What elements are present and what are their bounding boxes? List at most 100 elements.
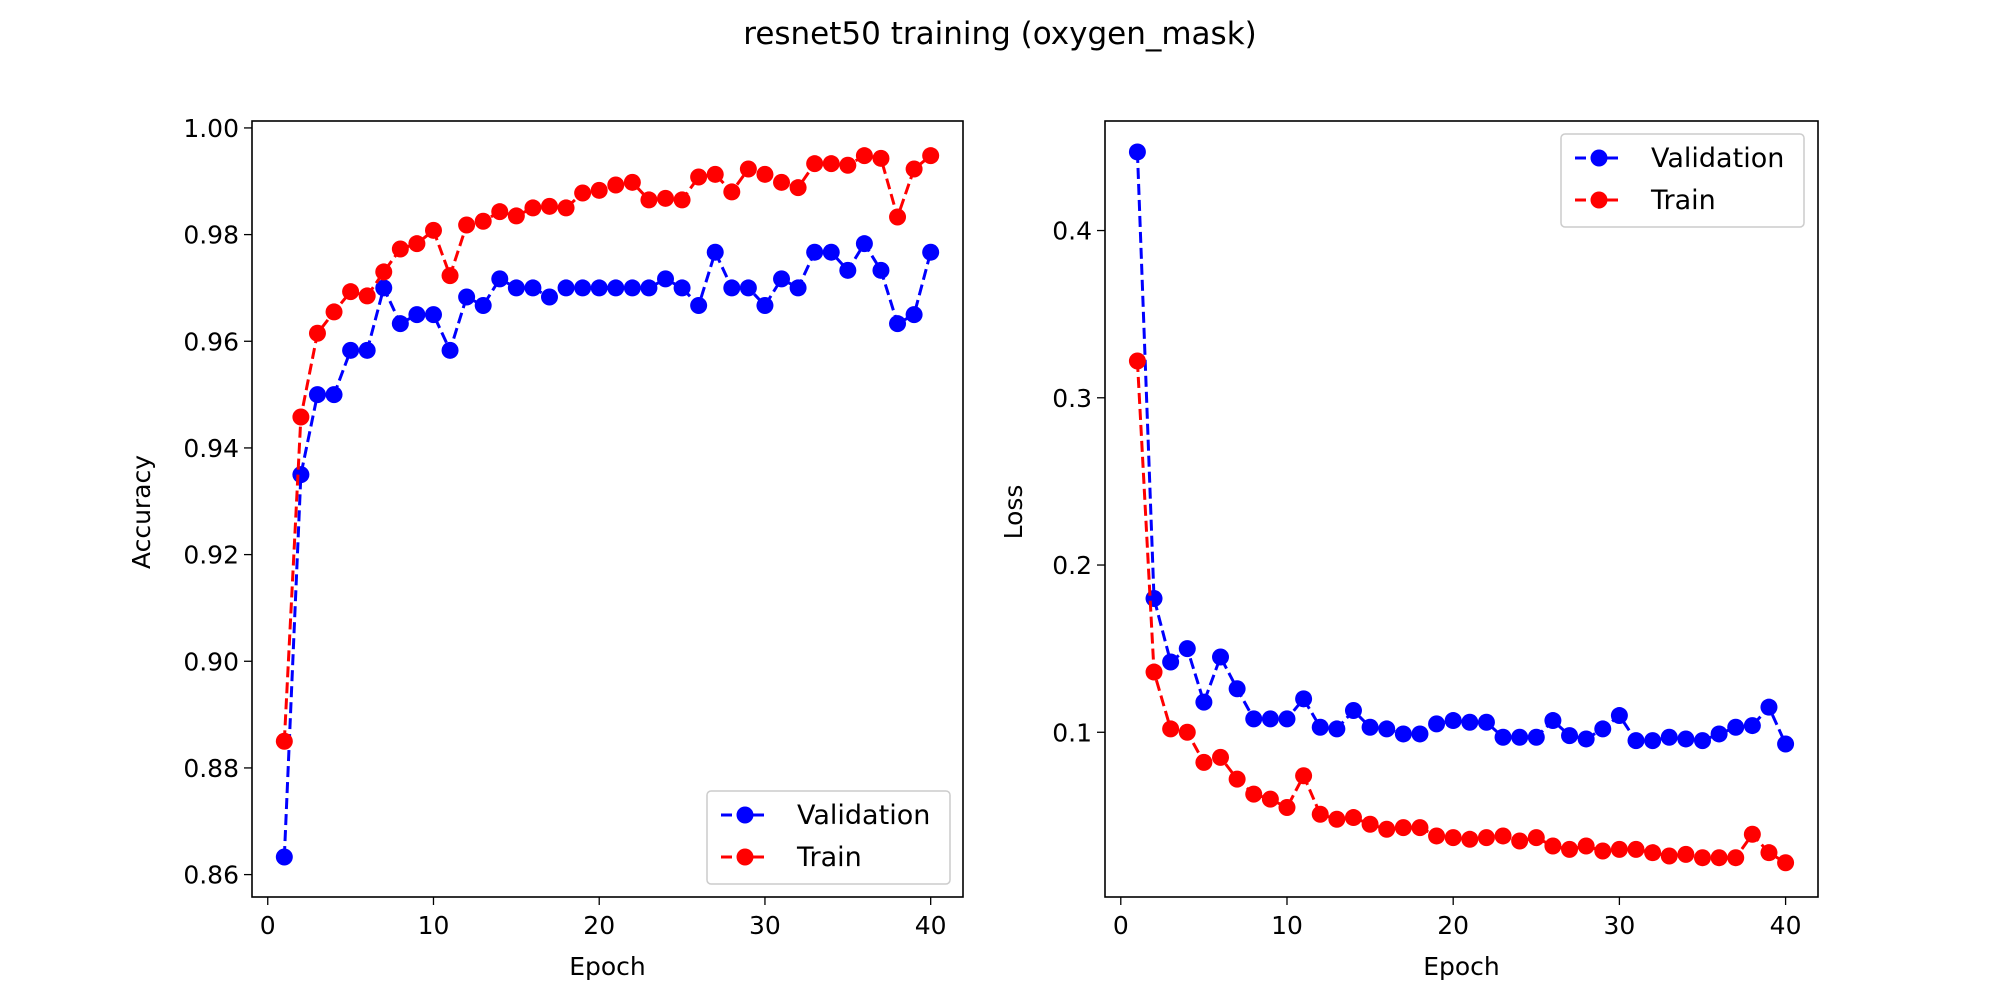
loss-train-point bbox=[1128, 352, 1146, 370]
accuracy-subplot: Epoch Accuracy 0 10 20 30 40 0.86 0.88 0.90 0.92… bbox=[127, 114, 964, 981]
loss-y-tick-label: 0.2 bbox=[1052, 551, 1092, 580]
loss-validation-point bbox=[1295, 690, 1313, 708]
accuracy-train-point bbox=[889, 208, 907, 226]
accuracy-y-tick-label: 1.00 bbox=[183, 114, 239, 143]
loss-train-point bbox=[1394, 819, 1412, 837]
accuracy-validation-point bbox=[623, 279, 641, 297]
loss-train-point bbox=[1727, 849, 1745, 867]
accuracy-legend-validation-marker bbox=[736, 806, 754, 824]
accuracy-train-point bbox=[408, 235, 426, 253]
accuracy-validation-point bbox=[325, 386, 343, 404]
loss-validation-point bbox=[1378, 720, 1396, 738]
loss-legend-validation-label: Validation bbox=[1651, 143, 1784, 174]
accuracy-y-tick-label: 0.96 bbox=[183, 327, 239, 356]
accuracy-train-point bbox=[325, 303, 343, 321]
accuracy-train-point bbox=[673, 191, 691, 209]
accuracy-validation-point bbox=[441, 341, 459, 359]
accuracy-train-point bbox=[391, 240, 409, 258]
loss-legend-train-marker bbox=[1590, 191, 1608, 209]
accuracy-validation-point bbox=[773, 270, 791, 288]
accuracy-train-point bbox=[474, 212, 492, 230]
loss-validation-point bbox=[1477, 713, 1495, 731]
accuracy-train-point bbox=[640, 191, 658, 209]
accuracy-legend-validation-label: Validation bbox=[797, 800, 930, 831]
accuracy-y-tick-label: 0.98 bbox=[183, 221, 239, 250]
accuracy-validation-point bbox=[640, 279, 658, 297]
loss-validation-point bbox=[1128, 143, 1146, 161]
loss-train-point bbox=[1777, 854, 1795, 872]
accuracy-train-point bbox=[623, 173, 641, 191]
accuracy-y-tick-label: 0.88 bbox=[183, 754, 239, 783]
loss-x-axis-label: Epoch bbox=[1423, 952, 1500, 981]
loss-train-point bbox=[1162, 720, 1180, 738]
loss-subplot: Epoch Loss 0 10 20 30 40 0.1 0.2 0.3 0.4 Validati… bbox=[999, 120, 1819, 981]
loss-x-tick-label: 0 bbox=[1113, 911, 1129, 940]
accuracy-legend-box bbox=[706, 790, 951, 885]
loss-x-tick-label: 30 bbox=[1603, 911, 1635, 940]
loss-validation-point bbox=[1760, 698, 1778, 716]
accuracy-y-tick-label: 0.90 bbox=[183, 647, 239, 676]
loss-validation-point bbox=[1411, 725, 1429, 743]
accuracy-train-point bbox=[690, 168, 708, 186]
accuracy-validation-point bbox=[275, 848, 293, 866]
loss-train-point bbox=[1228, 770, 1246, 788]
accuracy-train-point bbox=[773, 173, 791, 191]
loss-train-point bbox=[1644, 844, 1662, 862]
loss-train-point bbox=[1577, 837, 1595, 855]
accuracy-validation-point bbox=[822, 243, 840, 261]
loss-train-point bbox=[1378, 820, 1396, 838]
accuracy-train-point bbox=[424, 221, 442, 239]
loss-validation-point bbox=[1644, 732, 1662, 750]
loss-legend-validation-marker bbox=[1590, 149, 1608, 167]
accuracy-validation-point bbox=[872, 261, 890, 279]
loss-validation-point bbox=[1145, 589, 1163, 607]
accuracy-train-point bbox=[822, 155, 840, 173]
accuracy-validation-point bbox=[690, 297, 708, 315]
loss-validation-point bbox=[1328, 720, 1346, 738]
loss-train-point bbox=[1311, 805, 1329, 823]
accuracy-validation-point bbox=[590, 279, 608, 297]
loss-legend-train-label: Train bbox=[1650, 185, 1716, 216]
accuracy-train-point bbox=[292, 408, 310, 426]
accuracy-train-point bbox=[590, 181, 608, 199]
loss-train-point bbox=[1361, 815, 1379, 833]
accuracy-validation-point bbox=[723, 279, 741, 297]
loss-validation-point bbox=[1527, 728, 1545, 746]
loss-train-point bbox=[1527, 829, 1545, 847]
accuracy-validation-point bbox=[574, 279, 592, 297]
loss-train-point bbox=[1145, 663, 1163, 681]
accuracy-validation-line bbox=[282, 240, 933, 858]
loss-train-point bbox=[1295, 767, 1313, 785]
loss-train-point bbox=[1494, 827, 1512, 845]
accuracy-train-point bbox=[706, 165, 724, 183]
accuracy-train-point bbox=[491, 203, 509, 221]
loss-y-tick-label: 0.4 bbox=[1052, 217, 1092, 246]
accuracy-validation-point bbox=[905, 306, 923, 324]
accuracy-validation-point bbox=[922, 243, 940, 261]
accuracy-train-point bbox=[441, 267, 459, 285]
accuracy-train-point bbox=[540, 197, 558, 215]
loss-y-tick-label: 0.1 bbox=[1052, 718, 1092, 747]
accuracy-y-tick-label: 0.94 bbox=[183, 434, 239, 463]
accuracy-train-point bbox=[458, 216, 476, 234]
accuracy-validation-point bbox=[458, 288, 476, 306]
accuracy-validation-point bbox=[839, 261, 857, 279]
accuracy-validation-point bbox=[391, 315, 409, 333]
accuracy-validation-point bbox=[375, 279, 393, 297]
loss-validation-point bbox=[1245, 710, 1263, 728]
accuracy-validation-point bbox=[342, 341, 360, 359]
accuracy-train-point bbox=[358, 287, 376, 305]
loss-x-tick-label: 40 bbox=[1770, 911, 1802, 940]
accuracy-x-tick-label: 0 bbox=[260, 911, 276, 940]
loss-validation-point bbox=[1693, 732, 1711, 750]
loss-validation-point bbox=[1610, 707, 1628, 725]
loss-train-point bbox=[1544, 837, 1562, 855]
loss-train-point bbox=[1195, 753, 1213, 771]
accuracy-train-point bbox=[507, 207, 525, 225]
accuracy-validation-point bbox=[540, 288, 558, 306]
loss-validation-point bbox=[1743, 717, 1761, 735]
loss-validation-point bbox=[1677, 730, 1695, 748]
accuracy-x-tick-label: 30 bbox=[749, 911, 781, 940]
accuracy-validation-point bbox=[607, 279, 625, 297]
